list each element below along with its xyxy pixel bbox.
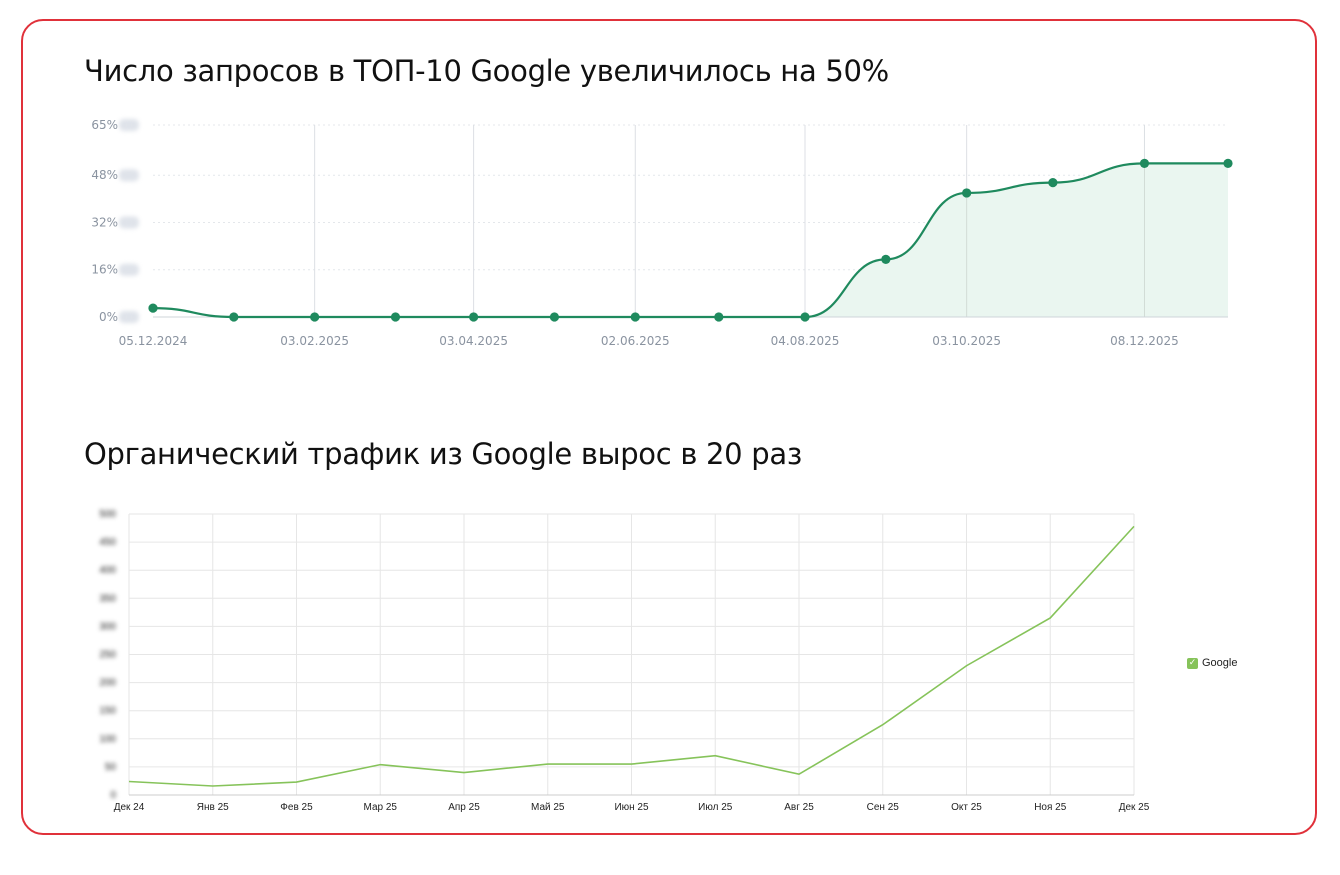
data-point: [469, 312, 479, 322]
x-tick-label: Дек 24: [114, 802, 145, 813]
x-tick-label: Мар 25: [364, 802, 398, 813]
y-tick-label: 200: [99, 678, 116, 689]
x-tick-label: 04.08.2025: [771, 334, 840, 348]
x-tick-label: Сен 25: [867, 802, 900, 813]
y-tick-blur: [119, 311, 139, 323]
data-point: [310, 312, 320, 322]
y-tick-blur: [119, 169, 139, 182]
data-point: [962, 188, 972, 198]
x-tick-label: 02.06.2025: [601, 334, 670, 348]
legend-label-google: Google: [1202, 657, 1238, 669]
x-tick-label: 03.04.2025: [439, 334, 508, 348]
data-point: [881, 254, 891, 264]
data-point: [390, 312, 401, 322]
y-tick-blur: [119, 263, 139, 276]
y-tick-label: 100: [99, 734, 116, 745]
y-tick-label: 150: [99, 706, 116, 717]
x-tick-label: Дек 25: [1119, 802, 1150, 813]
y-tick-label: 500: [99, 509, 116, 520]
x-tick-label: Июн 25: [614, 802, 649, 813]
y-tick-label: 350: [99, 593, 116, 604]
y-tick-label: 450: [99, 537, 116, 548]
data-point: [714, 312, 724, 322]
chart-title-top10: Число запросов в ТОП-10 Google увеличило…: [84, 54, 889, 88]
y-tick-blur: [119, 119, 139, 131]
y-tick-blur: [119, 216, 139, 229]
y-tick-label: 50: [105, 762, 117, 773]
x-tick-label: 03.10.2025: [932, 334, 1001, 348]
x-tick-label: 03.02.2025: [280, 334, 349, 348]
x-tick-label: Янв 25: [197, 802, 229, 813]
y-tick-label: 300: [99, 621, 116, 632]
card-frame: [21, 19, 1317, 835]
data-point: [630, 312, 640, 322]
y-tick-label: 0%: [99, 310, 118, 324]
x-tick-label: 08.12.2025: [1110, 334, 1179, 348]
y-tick-label: 48%: [91, 168, 118, 182]
legend-checkbox-icon[interactable]: ✓: [1187, 657, 1198, 669]
y-tick-label: 250: [99, 650, 116, 661]
x-tick-label: Авг 25: [784, 802, 814, 813]
x-tick-label: 05.12.2024: [119, 334, 188, 348]
data-point: [549, 312, 560, 322]
y-tick-label: 0: [110, 790, 116, 801]
data-point: [1139, 158, 1150, 168]
data-point: [229, 312, 239, 322]
chart-title-traffic: Органический трафик из Google вырос в 20…: [84, 437, 802, 471]
traffic-legend[interactable]: ✓ Google: [1187, 657, 1237, 669]
area-fill: [805, 163, 1228, 317]
data-point: [148, 303, 158, 313]
data-point: [1048, 178, 1058, 188]
series-line-google: [128, 525, 1135, 787]
x-tick-label: Май 25: [531, 802, 565, 813]
x-tick-label: Июл 25: [698, 802, 733, 813]
x-tick-label: Апр 25: [448, 802, 480, 813]
top10-chart: 0% 16% 32% 48% 65% 05.12.2024 03.02.2025 03.04.…: [91, 118, 1233, 348]
data-point: [800, 312, 810, 322]
y-tick-label: 32%: [91, 215, 118, 229]
data-point: [1223, 158, 1233, 168]
y-tick-label: 65%: [91, 118, 118, 132]
x-tick-label: Ноя 25: [1034, 802, 1067, 813]
y-tick-label: 16%: [91, 263, 118, 277]
x-tick-label: Фев 25: [280, 802, 313, 813]
y-tick-label: 400: [99, 565, 116, 576]
x-tick-label: Окт 25: [951, 802, 982, 813]
